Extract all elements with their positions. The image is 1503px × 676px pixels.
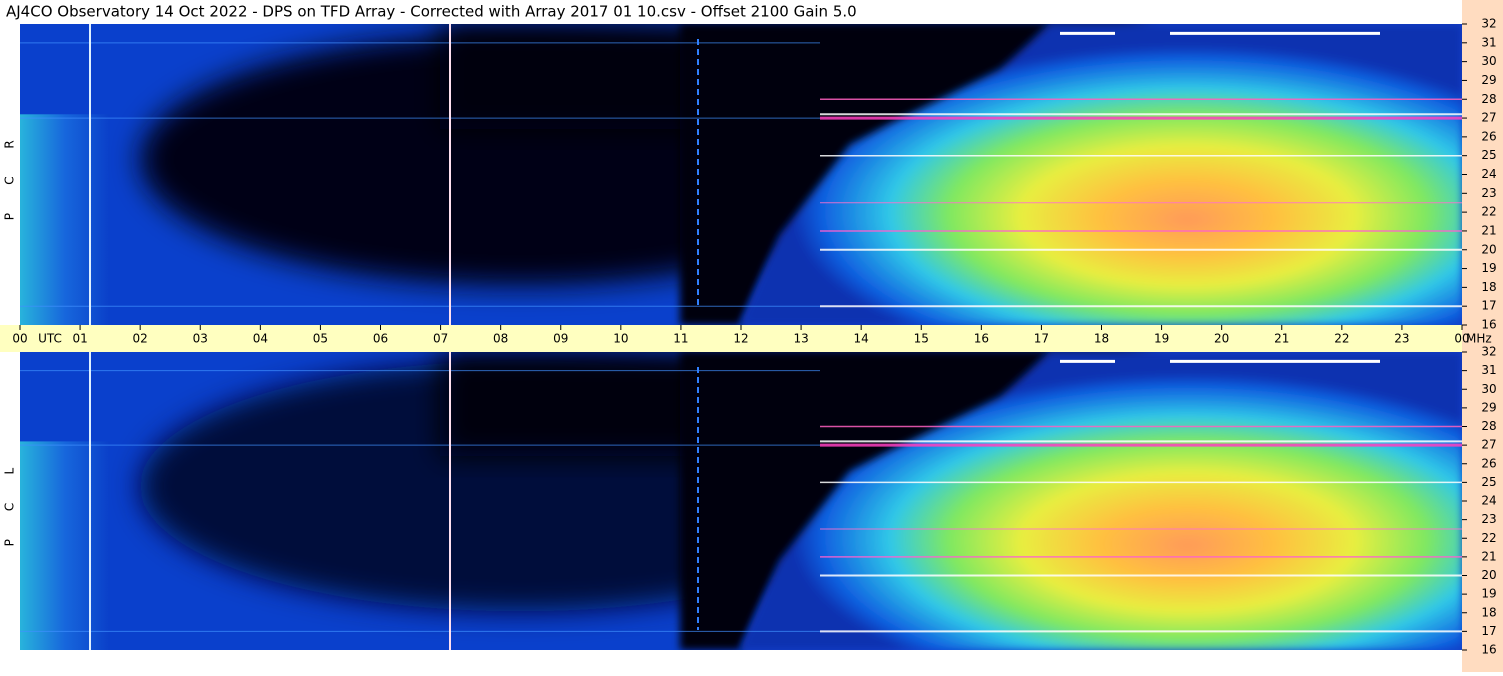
time-tick-label: 09 (553, 332, 568, 346)
time-tick-label: 03 (193, 332, 208, 346)
time-tick-label: 17 (1034, 332, 1049, 346)
freq-tick-label: 17 (1481, 624, 1496, 638)
time-tick-label: 07 (433, 332, 448, 346)
freq-tick-label: 24 (1481, 494, 1496, 508)
freq-tick-label: 30 (1481, 382, 1496, 396)
freq-tick-label: 23 (1481, 512, 1496, 526)
freq-axis-band (1462, 0, 1503, 672)
freq-tick-label: 16 (1481, 643, 1496, 657)
time-tick-label: 13 (793, 332, 808, 346)
polarization-label: P (3, 539, 17, 546)
freq-tick-label: 29 (1481, 400, 1496, 414)
time-tick-label: 00 (12, 332, 27, 346)
night-region (680, 24, 1050, 325)
left-edge (20, 441, 110, 650)
freq-tick-label: 24 (1481, 167, 1496, 181)
time-tick-label: 22 (1334, 332, 1349, 346)
freq-tick-label: 31 (1481, 363, 1496, 377)
freq-tick-label: 30 (1481, 54, 1496, 68)
freq-tick-label: 28 (1481, 92, 1496, 106)
time-tick-label: 20 (1214, 332, 1229, 346)
time-tick-label: 01 (72, 332, 87, 346)
freq-tick-label: 32 (1481, 17, 1496, 31)
time-axis-band (0, 325, 1462, 352)
freq-tick-label: 20 (1481, 242, 1496, 256)
freq-tick-label: 16 (1481, 318, 1496, 332)
freq-tick-label: 27 (1481, 111, 1496, 125)
time-unit: UTC (38, 332, 62, 346)
freq-tick-label: 18 (1481, 280, 1496, 294)
polarization-label: P (3, 213, 17, 220)
freq-tick-label: 31 (1481, 35, 1496, 49)
freq-tick-label: 23 (1481, 186, 1496, 200)
spectrogram-image (20, 24, 1462, 325)
left-edge (20, 114, 110, 325)
time-tick-label: 06 (373, 332, 388, 346)
freq-tick-label: 18 (1481, 605, 1496, 619)
freq-tick-label: 32 (1481, 345, 1496, 359)
spectrogram (20, 352, 1462, 650)
polarization-label: C (3, 503, 17, 511)
title: AJ4CO Observatory 14 Oct 2022 - DPS on T… (6, 3, 857, 21)
polarization-label: R (3, 140, 17, 148)
polarization-label: L (3, 468, 17, 475)
freq-unit: MHz (1466, 332, 1492, 346)
freq-tick-label: 21 (1481, 549, 1496, 563)
axes: R C P 16 17 18 19 20 21 22 23 24 25 26 27 28 29 30 31 32 L C P… (3, 17, 1497, 657)
time-tick-label: 00 (1454, 332, 1469, 346)
time-tick-label: 14 (854, 332, 869, 346)
freq-tick-label: 19 (1481, 261, 1496, 275)
freq-tick-label: 17 (1481, 299, 1496, 313)
time-tick-label: 11 (673, 332, 688, 346)
time-tick-label: 04 (253, 332, 268, 346)
time-tick-label: 12 (733, 332, 748, 346)
time-tick-label: 08 (493, 332, 508, 346)
time-tick-label: 16 (974, 332, 989, 346)
freq-tick-label: 29 (1481, 73, 1496, 87)
freq-tick-label: 21 (1481, 223, 1496, 237)
time-tick-label: 10 (613, 332, 628, 346)
freq-tick-label: 19 (1481, 587, 1496, 601)
freq-tick-label: 27 (1481, 438, 1496, 452)
night-region (680, 352, 1050, 650)
freq-tick-label: 26 (1481, 456, 1496, 470)
time-tick-label: 15 (914, 332, 929, 346)
time-tick-label: 18 (1094, 332, 1109, 346)
freq-tick-label: 22 (1481, 531, 1496, 545)
freq-tick-label: 28 (1481, 419, 1496, 433)
panels (20, 24, 1462, 650)
freq-tick-label: 20 (1481, 568, 1496, 582)
time-tick-label: 21 (1274, 332, 1289, 346)
time-tick-label: 02 (133, 332, 148, 346)
polarization-label: C (3, 176, 17, 184)
time-tick-label: 19 (1154, 332, 1169, 346)
freq-tick-label: 25 (1481, 475, 1496, 489)
spectrogram-image (20, 352, 1462, 650)
time-tick-label: 23 (1394, 332, 1409, 346)
freq-tick-label: 25 (1481, 148, 1496, 162)
freq-tick-label: 26 (1481, 129, 1496, 143)
spectrogram (20, 24, 1462, 325)
freq-tick-label: 22 (1481, 205, 1496, 219)
time-tick-label: 05 (313, 332, 328, 346)
